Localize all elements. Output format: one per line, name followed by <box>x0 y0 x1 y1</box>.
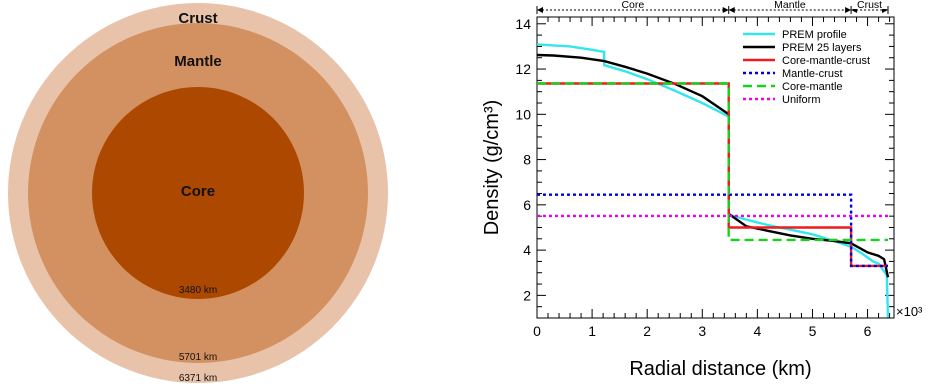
region-arrowhead-left <box>537 7 543 13</box>
y-tick-label: 12 <box>515 61 531 77</box>
y-tick-label: 8 <box>523 152 531 168</box>
y-tick-label: 6 <box>523 197 531 213</box>
x-tick-label: 6 <box>864 323 872 339</box>
y-tick-label: 10 <box>515 106 531 122</box>
region-label-bg <box>851 0 888 9</box>
earth-structure-diagram: Crust Mantle Core 3480 km 5701 km 6371 k… <box>8 3 388 384</box>
x-tick-label: 1 <box>588 323 596 339</box>
mantle-label: Mantle <box>174 53 222 70</box>
legend-entry: Uniform <box>782 94 821 106</box>
core-label: Core <box>181 183 215 200</box>
region-arrowhead-left <box>728 7 735 13</box>
region-label-mantle: Mantle <box>774 0 806 11</box>
legend-entry: Core-mantle <box>782 81 843 93</box>
region-label-bg <box>768 0 811 9</box>
legend-entry: PREM profile <box>782 29 847 41</box>
legend-entry: Mantle-crust <box>782 68 843 80</box>
region-label-core: Core <box>621 0 644 11</box>
x-tick-label: 2 <box>643 323 651 339</box>
region-label-crust: Crust <box>857 0 882 11</box>
series-line-prem-25-layers <box>536 53 890 278</box>
series-line-core-mantle-crust <box>537 82 888 268</box>
y-tick-label: 14 <box>515 16 531 32</box>
x-tick-label: 3 <box>698 323 706 339</box>
y-axis-label: Density (g/cm³) <box>481 100 503 236</box>
x-axis-multiplier: ×10³ <box>896 304 923 319</box>
y-tick-label: 4 <box>523 242 531 258</box>
x-tick-label: 0 <box>533 323 541 339</box>
series-line-prem-profile <box>536 43 890 318</box>
mantle-radius-label: 5701 km <box>179 352 217 363</box>
y-tick-label: 2 <box>523 287 531 303</box>
core-radius-label: 3480 km <box>179 285 217 296</box>
crust-label: Crust <box>178 10 217 27</box>
core-circle <box>92 87 304 299</box>
x-axis-label: Radial distance (km) <box>629 358 811 380</box>
region-arrowhead-right <box>722 7 729 13</box>
region-label-bg <box>617 0 648 9</box>
series-line-mantle-crust <box>537 193 888 268</box>
plot-frame <box>536 16 895 319</box>
legend-entry: PREM 25 layers <box>782 42 862 54</box>
crust-radius-label: 6371 km <box>179 373 217 384</box>
x-tick-label: 5 <box>809 323 817 339</box>
series-line-core-mantle <box>537 82 888 242</box>
x-tick-label: 4 <box>753 323 761 339</box>
region-arrowhead-right <box>845 7 852 13</box>
legend-entry: Core-mantle-crust <box>782 55 870 67</box>
